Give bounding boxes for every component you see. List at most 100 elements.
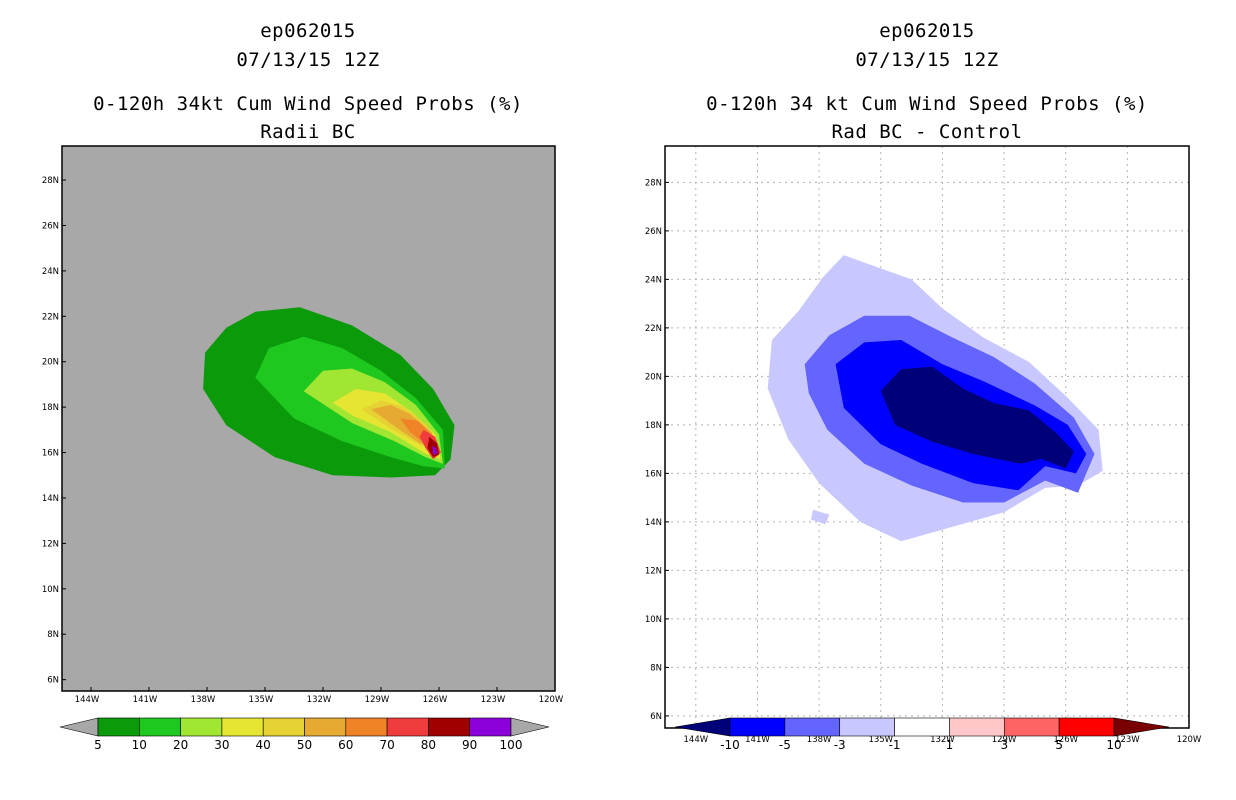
x-tick-label: 126W bbox=[423, 695, 448, 705]
y-tick-label: 24N bbox=[42, 267, 59, 277]
colorbar-swatch bbox=[386, 717, 429, 737]
colorbar-swatch bbox=[262, 717, 305, 737]
y-tick-label: 16N bbox=[645, 469, 662, 479]
x-tick-label: 120W bbox=[1177, 735, 1202, 745]
title-line-2: 07/13/15 12Z bbox=[236, 49, 379, 71]
colorbar-label: 70 bbox=[379, 738, 394, 752]
x-tick-label: 141W bbox=[745, 735, 770, 745]
colorbar-under-triangle bbox=[59, 717, 99, 737]
y-tick-label: 12N bbox=[42, 539, 59, 549]
x-tick-label: 126W bbox=[1053, 735, 1078, 745]
colorbar-swatch bbox=[221, 717, 264, 737]
colorbar-swatch bbox=[304, 717, 347, 737]
title-line-1: ep062015 bbox=[879, 20, 975, 42]
y-tick-label: 12N bbox=[645, 566, 662, 576]
colorbar-swatch bbox=[1003, 717, 1060, 737]
colorbar-swatch bbox=[839, 717, 895, 737]
title-line-3: 0-120h 34 kt Cum Wind Speed Probs (%) bbox=[706, 93, 1148, 115]
x-tick-label: 135W bbox=[249, 695, 274, 705]
title-line-3: 0-120h 34kt Cum Wind Speed Probs (%) bbox=[93, 93, 523, 115]
x-tick-label: 141W bbox=[133, 695, 158, 705]
x-tick-label: 135W bbox=[868, 735, 893, 745]
contour-level--1 bbox=[810, 509, 830, 525]
axis-ticks: 6N 8N 10N 12N 14N 16N 18N 20N 22N 24N 26N 28N 144W 14… bbox=[645, 178, 1202, 745]
y-tick-label: 14N bbox=[42, 494, 59, 504]
x-tick-label: 123W bbox=[481, 695, 506, 705]
x-tick-label: 129W bbox=[365, 695, 390, 705]
y-tick-label: 28N bbox=[42, 176, 59, 186]
chart-radii-bc: ep062015 07/13/15 12Z 0-120h 34kt Cum Wi… bbox=[42, 20, 564, 752]
colorbar-swatch bbox=[784, 717, 841, 737]
x-tick-label: 132W bbox=[307, 695, 332, 705]
axis-ticks: 6N 8N 10N 12N 14N 16N 18N 20N 22N 24N 26N 28N 144W 14… bbox=[42, 176, 564, 705]
colorbar-label: -10 bbox=[720, 738, 740, 752]
x-tick-label: 144W bbox=[684, 735, 709, 745]
colorbar-swatch bbox=[180, 717, 223, 737]
y-tick-label: 22N bbox=[645, 324, 662, 334]
x-tick-label: 132W bbox=[930, 735, 955, 745]
colorbar-label: -3 bbox=[834, 738, 846, 752]
colorbar-swatch bbox=[894, 717, 950, 737]
y-tick-label: 18N bbox=[42, 403, 59, 413]
colorbar-label: 20 bbox=[173, 738, 188, 752]
colorbar: 5 10 20 30 40 50 60 70 80 90 100 bbox=[59, 717, 550, 752]
y-tick-label: 22N bbox=[42, 312, 59, 322]
colorbar-swatch bbox=[469, 717, 512, 737]
y-tick-label: 10N bbox=[42, 585, 59, 595]
x-tick-label: 138W bbox=[807, 735, 832, 745]
y-tick-label: 14N bbox=[645, 518, 662, 528]
y-tick-label: 24N bbox=[645, 275, 662, 285]
plot-area bbox=[664, 145, 1190, 729]
colorbar-swatch bbox=[949, 717, 1005, 737]
y-tick-label: 20N bbox=[645, 372, 662, 382]
x-tick-label: 123W bbox=[1115, 735, 1140, 745]
plot-frame bbox=[61, 145, 556, 692]
colorbar-label: 50 bbox=[297, 738, 312, 752]
y-tick-label: 26N bbox=[42, 221, 59, 231]
colorbar-swatch bbox=[345, 717, 388, 737]
colorbar-label: 80 bbox=[421, 738, 436, 752]
colorbar-label: 30 bbox=[214, 738, 229, 752]
plot-area bbox=[61, 145, 556, 692]
colorbar-label: -5 bbox=[779, 738, 791, 752]
title-line-2: 07/13/15 12Z bbox=[855, 49, 998, 71]
x-tick-label: 120W bbox=[539, 695, 564, 705]
colorbar-label: 100 bbox=[500, 738, 523, 752]
y-tick-label: 28N bbox=[645, 178, 662, 188]
colorbar-label: -1 bbox=[889, 738, 901, 752]
colorbar-swatch bbox=[139, 717, 181, 737]
colorbar-label: 1 bbox=[946, 738, 954, 752]
y-tick-label: 18N bbox=[645, 421, 662, 431]
y-tick-label: 16N bbox=[42, 449, 59, 459]
colorbar-over-triangle bbox=[510, 717, 550, 737]
y-tick-label: 26N bbox=[645, 227, 662, 237]
colorbar-swatch bbox=[1058, 717, 1115, 737]
colorbar-label: 3 bbox=[1000, 738, 1008, 752]
y-tick-label: 10N bbox=[645, 615, 662, 625]
y-tick-label: 8N bbox=[47, 630, 59, 640]
colorbar-label: 5 bbox=[94, 738, 102, 752]
y-tick-label: 6N bbox=[47, 676, 59, 686]
title-line-1: ep062015 bbox=[260, 20, 356, 42]
title-line-4: Radii BC bbox=[260, 121, 356, 143]
colorbar: -10 -5 -3 -1 1 3 5 10 bbox=[674, 717, 1170, 752]
x-tick-label: 144W bbox=[75, 695, 100, 705]
colorbar-label: 60 bbox=[338, 738, 353, 752]
colorbar-label: 5 bbox=[1055, 738, 1063, 752]
y-tick-label: 6N bbox=[650, 712, 662, 722]
title-line-4: Rad BC - Control bbox=[831, 121, 1022, 143]
x-tick-label: 138W bbox=[191, 695, 216, 705]
colorbar-label: 90 bbox=[462, 738, 477, 752]
colorbar-swatch bbox=[428, 717, 470, 737]
y-tick-label: 20N bbox=[42, 358, 59, 368]
colorbar-label: 10 bbox=[1106, 738, 1121, 752]
colorbar-over-triangle bbox=[1113, 717, 1170, 737]
y-tick-label: 8N bbox=[650, 663, 662, 673]
contour-level-90 bbox=[432, 445, 438, 455]
colorbar-label: 10 bbox=[132, 738, 147, 752]
colorbar-swatch bbox=[729, 717, 786, 737]
contour-level--10 bbox=[880, 366, 1074, 469]
colorbar-label: 40 bbox=[256, 738, 271, 752]
x-tick-label: 129W bbox=[992, 735, 1017, 745]
